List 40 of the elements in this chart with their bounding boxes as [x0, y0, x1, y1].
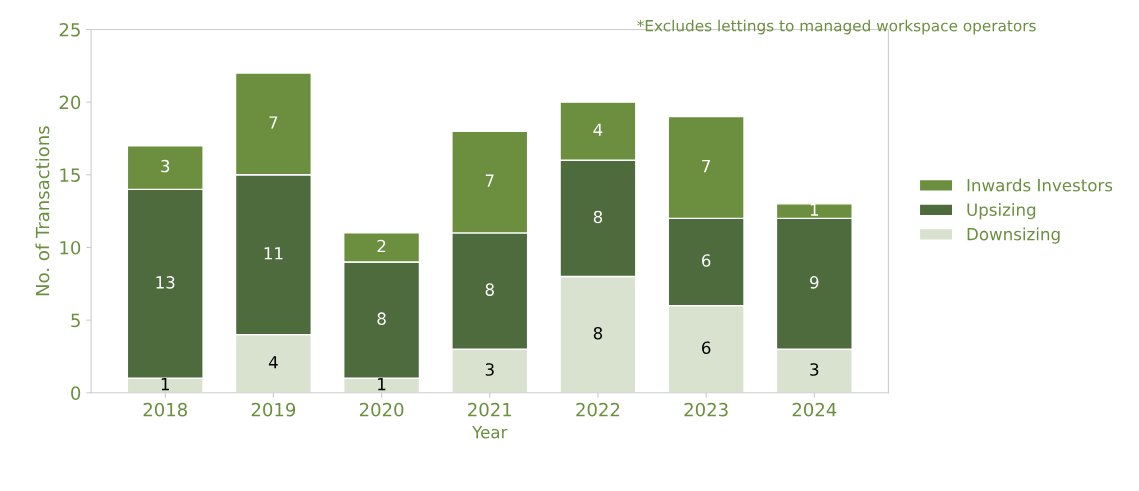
y-tick-label: 10: [60, 240, 81, 255]
x-axis-title: Year: [472, 426, 508, 439]
y-tick-label: 15: [60, 168, 80, 182]
x-tick-label: 2019: [251, 402, 296, 417]
x-tick-label: 2023: [684, 402, 728, 417]
data-label: 9: [810, 276, 819, 289]
legend-label: Downsizing: [967, 227, 1060, 244]
data-label: 3: [810, 363, 819, 376]
data-label: 6: [702, 341, 711, 355]
data-label: 1: [161, 377, 169, 391]
legend-label: Upsizing: [967, 203, 1036, 220]
data-label: 11: [264, 247, 283, 260]
data-label: 13: [156, 276, 175, 289]
x-tick-label: 2022: [576, 402, 620, 417]
y-tick-label: 25: [59, 22, 80, 37]
y-tick-label: 5: [71, 313, 80, 328]
y-axis-title: No. of Transactions: [35, 126, 50, 296]
x-tick-label: 2018: [143, 402, 187, 417]
data-label: 7: [485, 174, 494, 187]
data-label: 7: [269, 116, 278, 129]
legend-label: Inwards Investors: [967, 178, 1113, 192]
y-tick-label: 0: [71, 386, 81, 400]
data-label: 8: [485, 283, 494, 296]
data-label: 1: [810, 203, 819, 216]
data-label: 1: [378, 377, 386, 391]
y-tick-label: 20: [59, 95, 81, 110]
data-label: 4: [593, 123, 603, 136]
data-label: 4: [268, 356, 278, 369]
data-label: 3: [485, 363, 494, 376]
data-label: 7: [702, 159, 711, 173]
data-label: 8: [593, 210, 603, 224]
data-label: 6: [702, 254, 711, 267]
data-label: 8: [593, 326, 603, 340]
x-tick-label: 2021: [468, 402, 512, 417]
data-label: 8: [377, 312, 386, 325]
data-label: 3: [161, 159, 170, 173]
annotation: *Excludes lettings to managed workspace operators: [637, 19, 1036, 35]
x-tick-label: 2024: [792, 402, 837, 417]
x-tick-label: 2020: [359, 402, 404, 417]
data-label: 2: [377, 239, 386, 253]
